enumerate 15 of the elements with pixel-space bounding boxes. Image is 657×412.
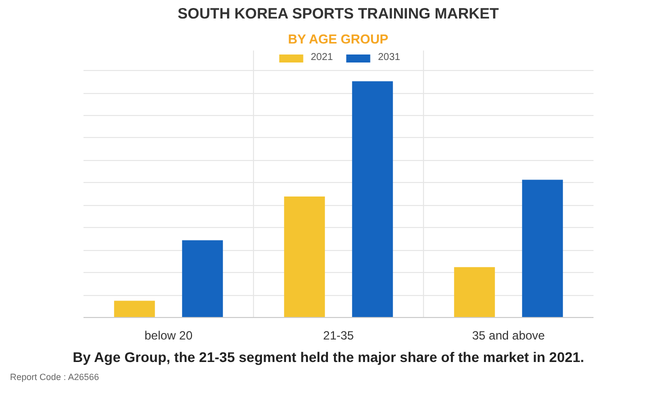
bar	[182, 240, 223, 318]
text: By Age Group, the 21-35 segment held the major share of the market in 2021.	[72, 348, 584, 367]
x-tick-label: 35 and above	[472, 328, 546, 342]
bar	[522, 180, 563, 318]
bar	[352, 81, 393, 318]
bar	[284, 196, 325, 318]
chart-title: SOUTH KOREA SPORTS TRAINING MARKET	[178, 6, 499, 22]
chart-subtitle: BY AGE GROUP	[288, 32, 389, 46]
legend-label: 2031	[378, 52, 400, 63]
x-tick-label: 21-35	[323, 328, 354, 342]
text: Report Code : A26566	[10, 371, 100, 384]
legend-label: 2021	[310, 52, 333, 63]
bar	[114, 300, 155, 318]
x-tick-label: below 20	[144, 328, 193, 342]
bar	[454, 267, 495, 318]
